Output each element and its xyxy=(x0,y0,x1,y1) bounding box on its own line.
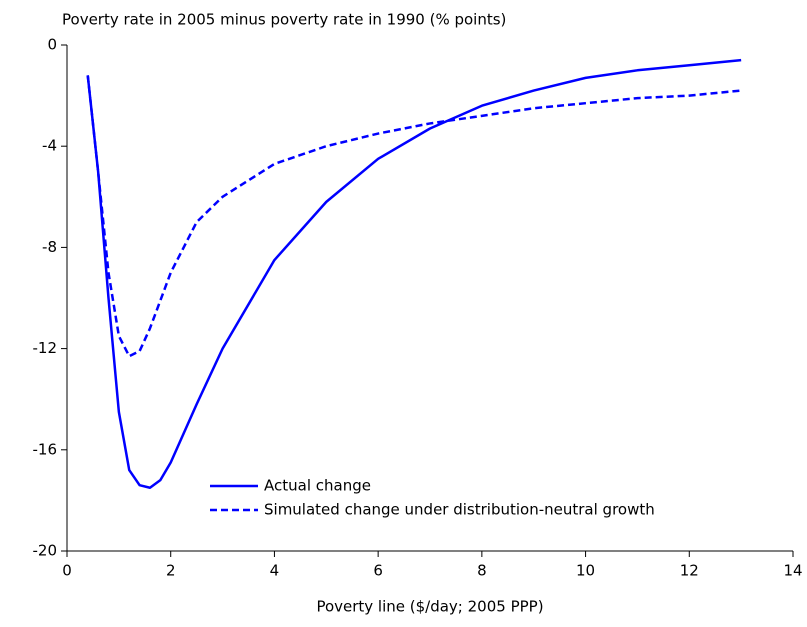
legend-label: Simulated change under distribution-neut… xyxy=(264,501,655,519)
x-tick-label: 0 xyxy=(62,562,72,580)
x-tick-label: 14 xyxy=(783,562,802,580)
x-tick-label: 10 xyxy=(576,562,595,580)
x-tick-label: 12 xyxy=(680,562,699,580)
legend-label: Actual change xyxy=(264,477,371,495)
chart-title: Poverty rate in 2005 minus poverty rate … xyxy=(62,11,506,29)
y-tick-label: -12 xyxy=(33,339,58,357)
x-tick-label: 6 xyxy=(373,562,383,580)
y-tick-label: -8 xyxy=(42,238,57,256)
series-line xyxy=(86,75,742,358)
y-tick-label: -16 xyxy=(33,440,58,458)
x-axis-label: Poverty line ($/day; 2005 PPP) xyxy=(316,598,543,616)
x-tick-label: 2 xyxy=(166,562,176,580)
x-tick-label: 4 xyxy=(270,562,280,580)
y-tick-label: -4 xyxy=(42,137,57,155)
y-tick-label: 0 xyxy=(47,36,57,54)
series-line xyxy=(86,58,742,489)
y-tick-label: -20 xyxy=(33,542,58,560)
x-tick-label: 8 xyxy=(477,562,487,580)
